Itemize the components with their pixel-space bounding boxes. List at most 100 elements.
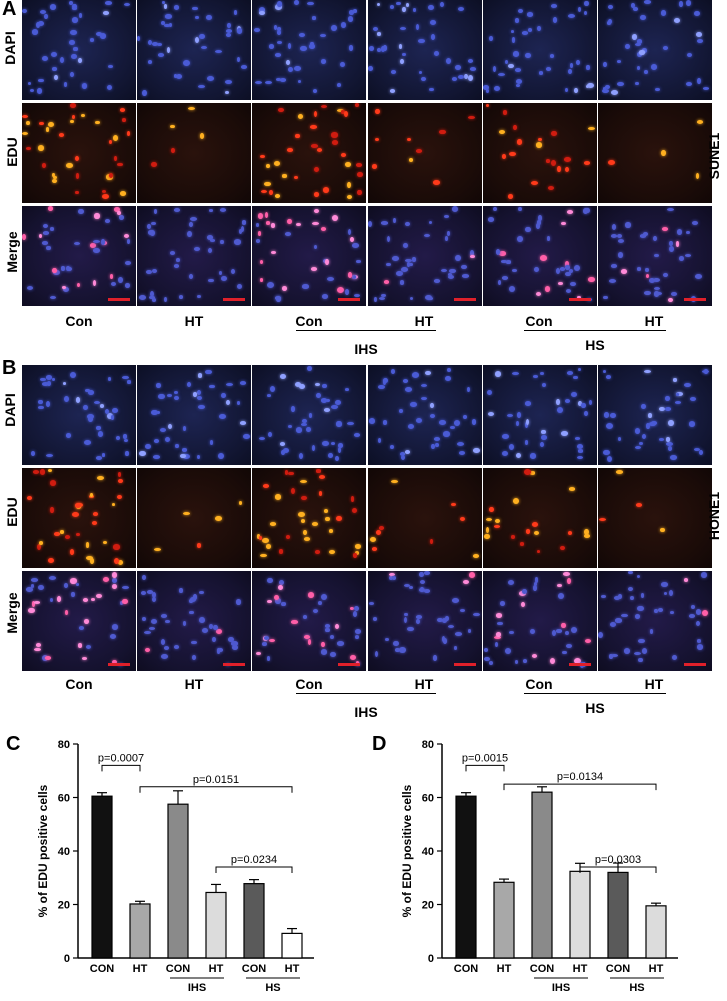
y-tick-label: 40 — [422, 846, 434, 858]
col-label-con: Con — [295, 313, 323, 329]
bar — [205, 891, 227, 959]
group-line-ihs — [296, 330, 436, 331]
significance-bracket — [101, 764, 141, 772]
micrograph-merge-tile — [598, 206, 712, 306]
group-label: IHS — [188, 982, 206, 994]
group-line-ihs — [296, 693, 436, 694]
bar — [531, 791, 553, 959]
x-tick-label: CON — [606, 963, 631, 975]
micrograph-dapi-tile — [367, 0, 482, 100]
y-tick-label: 60 — [422, 793, 434, 805]
micrograph-edu-tile — [367, 468, 482, 568]
col-label-ht: HT — [414, 676, 434, 692]
micrograph-dapi-tile — [482, 365, 597, 465]
micrograph-merge-tile — [22, 206, 136, 306]
scale-bar — [223, 663, 246, 666]
micrograph-edu-tile — [482, 103, 597, 203]
scale-bar — [568, 663, 591, 666]
col-label-ht: HT — [644, 676, 664, 692]
x-tick-label: CON — [530, 963, 555, 975]
scale-bar — [453, 663, 476, 666]
micrograph-merge-tile — [598, 571, 712, 671]
micrograph-edu-tile — [22, 468, 136, 568]
group-label: IHS — [552, 982, 570, 994]
col-label-con: Con — [295, 676, 323, 692]
row-label-dapi: DAPI — [2, 31, 18, 65]
cell-line-label-hone1: HONE1 — [706, 491, 722, 541]
significance-bracket — [579, 866, 657, 874]
bar-chart-d: 0 20 40 60 80 % of EDU positive cells CON HT CON… — [400, 739, 678, 994]
micrograph-grid-a — [22, 0, 712, 308]
y-tick-label: 20 — [422, 900, 434, 912]
group-label-ihs: IHS — [354, 341, 378, 357]
micrograph-dapi-tile — [252, 365, 367, 465]
x-tick-label: CON — [166, 963, 191, 975]
panel-letter-a: A — [2, 0, 17, 20]
bar — [243, 883, 265, 959]
y-tick-label: 40 — [58, 846, 70, 858]
p-value-label: p=0.0151 — [193, 774, 239, 786]
x-tick-label: CON — [242, 963, 267, 975]
scale-bar — [108, 298, 130, 301]
group-label-ihs: IHS — [354, 704, 378, 720]
panel-letter-b: B — [2, 357, 17, 379]
y-tick-label: 60 — [58, 793, 70, 805]
bar — [645, 905, 667, 959]
col-label-con: Con — [525, 313, 553, 329]
bar — [167, 803, 189, 959]
p-value-label: p=0.0234 — [231, 854, 277, 866]
micrograph-dapi-tile — [137, 365, 252, 465]
col-label-con: Con — [65, 676, 93, 692]
group-line-hs — [524, 693, 666, 694]
cell-line-label-sune1: SUNE1 — [706, 132, 722, 180]
y-axis-label: % of EDU positive cells — [400, 784, 414, 917]
x-tick-label: HT — [573, 963, 588, 975]
significance-bracket — [215, 866, 293, 874]
micrograph-edu-tile — [598, 103, 712, 203]
y-tick-label: 20 — [58, 900, 70, 912]
micrograph-merge-tile — [482, 571, 597, 671]
x-tick-label: CON — [454, 963, 479, 975]
micrograph-merge-tile — [252, 206, 367, 306]
bar — [607, 871, 629, 959]
significance-bracket — [465, 764, 505, 772]
micrograph-merge-tile — [367, 206, 482, 306]
micrograph-edu-tile — [367, 103, 482, 203]
group-label-hs: HS — [585, 700, 605, 716]
bar — [91, 795, 113, 959]
micrograph-merge-tile — [482, 206, 597, 306]
x-tick-label: HT — [133, 963, 148, 975]
p-value-label: p=0.0134 — [557, 771, 603, 783]
micrograph-edu-tile — [137, 468, 252, 568]
row-label-merge: Merge — [4, 231, 20, 273]
row-label-dapi: DAPI — [2, 393, 18, 427]
group-label: HS — [265, 982, 280, 994]
x-tick-label: HT — [285, 963, 300, 975]
micrograph-merge-tile — [137, 571, 252, 671]
y-tick-label: 0 — [428, 953, 434, 965]
group-line-hs — [524, 330, 666, 331]
bar-chart-c: 0 20 40 60 80 % of EDU positive cells CON HT CON… — [36, 739, 314, 994]
bar — [455, 795, 477, 959]
row-label-edu: EDU — [4, 137, 20, 167]
micrograph-dapi-tile — [252, 0, 367, 100]
row-label-merge: Merge — [4, 592, 20, 634]
significance-bracket — [503, 783, 657, 791]
scale-bar — [108, 663, 130, 666]
scale-bar — [568, 298, 591, 301]
micrograph-dapi-tile — [598, 0, 712, 100]
group-label-hs: HS — [585, 337, 605, 353]
micrograph-grid-b — [22, 365, 712, 671]
col-label-con: Con — [525, 676, 553, 692]
x-tick-label: CON — [90, 963, 115, 975]
micrograph-merge-tile — [137, 206, 252, 306]
group-label: HS — [629, 982, 644, 994]
scale-bar — [684, 298, 706, 301]
micrograph-merge-tile — [22, 571, 136, 671]
scale-bar — [223, 298, 246, 301]
x-tick-label: HT — [209, 963, 224, 975]
micrograph-merge-tile — [252, 571, 367, 671]
y-tick-label: 80 — [58, 739, 70, 751]
scale-bar — [453, 298, 476, 301]
micrograph-edu-tile — [137, 103, 252, 203]
